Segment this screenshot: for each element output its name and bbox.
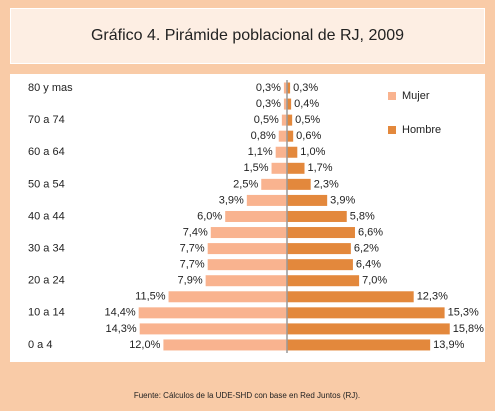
data-label: 6,2% — [354, 243, 379, 255]
category-label: 40 a 44 — [28, 210, 65, 222]
bar — [287, 259, 353, 271]
bar — [287, 339, 431, 351]
data-label: 7,9% — [178, 275, 203, 287]
category-label: 50 a 54 — [28, 178, 65, 190]
chart-title: Gráfico 4. Pirámide poblacional de RJ, 2… — [90, 27, 405, 44]
data-label: 0,6% — [296, 130, 321, 142]
data-label: 6,4% — [356, 259, 381, 271]
bar — [163, 339, 287, 351]
data-label: 2,3% — [314, 178, 339, 190]
category-label: 60 a 64 — [28, 146, 65, 158]
bar — [287, 307, 445, 319]
bar — [287, 130, 294, 142]
bar — [207, 243, 287, 255]
data-label: 0,5% — [254, 114, 279, 126]
bar — [210, 227, 287, 239]
bar — [261, 178, 287, 190]
bar — [138, 307, 287, 319]
data-label: 6,6% — [358, 226, 383, 238]
data-label: 1,1% — [248, 146, 273, 158]
legend-swatch — [388, 126, 396, 134]
data-label: 12,3% — [417, 291, 448, 303]
bar — [287, 275, 360, 287]
bar — [287, 243, 351, 255]
category-label: 80 y mas — [28, 82, 73, 94]
data-label: 11,5% — [135, 291, 166, 303]
bar — [278, 130, 287, 142]
data-label: 1,0% — [300, 146, 325, 158]
bar — [271, 162, 287, 174]
bar — [168, 291, 287, 303]
data-label: 14,3% — [106, 323, 137, 335]
data-label: 15,8% — [453, 323, 484, 335]
bar — [205, 275, 287, 287]
data-label: 7,0% — [362, 275, 387, 287]
data-label: 7,7% — [180, 259, 205, 271]
source: Fuente: Cálculos de la UDE-SHD con base … — [134, 391, 360, 400]
data-label: 7,4% — [183, 226, 208, 238]
bar — [287, 114, 293, 126]
bar — [287, 291, 414, 303]
bar — [287, 178, 311, 190]
bar — [287, 146, 298, 158]
category-label: 0 a 4 — [28, 339, 52, 351]
category-label: 10 a 14 — [28, 307, 65, 319]
bar — [287, 323, 450, 335]
bar — [225, 210, 287, 222]
data-label: 2,5% — [233, 178, 258, 190]
data-label: 13,9% — [433, 339, 464, 351]
bar — [283, 98, 287, 110]
data-label: 0,5% — [295, 114, 320, 126]
legend-label: Hombre — [402, 124, 441, 136]
category-label: 70 a 74 — [28, 114, 65, 126]
data-label: 15,3% — [448, 307, 479, 319]
bar — [287, 98, 292, 110]
bar — [281, 114, 287, 126]
bar — [287, 227, 355, 239]
data-label: 5,8% — [350, 210, 375, 222]
title-box: Gráfico 4. Pirámide poblacional de RJ, 2… — [10, 8, 485, 64]
bar — [275, 146, 287, 158]
category-label: 20 a 24 — [28, 275, 65, 287]
data-label: 12,0% — [129, 339, 160, 351]
data-label: 0,3% — [256, 98, 281, 110]
category-label: 30 a 34 — [28, 243, 65, 255]
bar — [287, 162, 305, 174]
data-label: 14,4% — [104, 307, 135, 319]
data-label: 6,0% — [197, 210, 222, 222]
data-label: 0,4% — [294, 98, 319, 110]
data-label: 0,3% — [256, 82, 281, 94]
data-label: 0,8% — [251, 130, 276, 142]
bar — [283, 82, 287, 94]
legend-label: Mujer — [402, 90, 430, 102]
data-label: 3,9% — [330, 194, 355, 206]
data-label: 0,3% — [293, 82, 318, 94]
bar — [246, 194, 287, 206]
legend-swatch — [388, 92, 396, 100]
bar — [139, 323, 287, 335]
data-label: 1,7% — [308, 162, 333, 174]
data-label: 3,9% — [219, 194, 244, 206]
bar — [287, 82, 291, 94]
bar — [287, 210, 347, 222]
bar — [287, 194, 328, 206]
data-label: 7,7% — [180, 243, 205, 255]
bar — [207, 259, 287, 271]
data-label: 1,5% — [243, 162, 268, 174]
